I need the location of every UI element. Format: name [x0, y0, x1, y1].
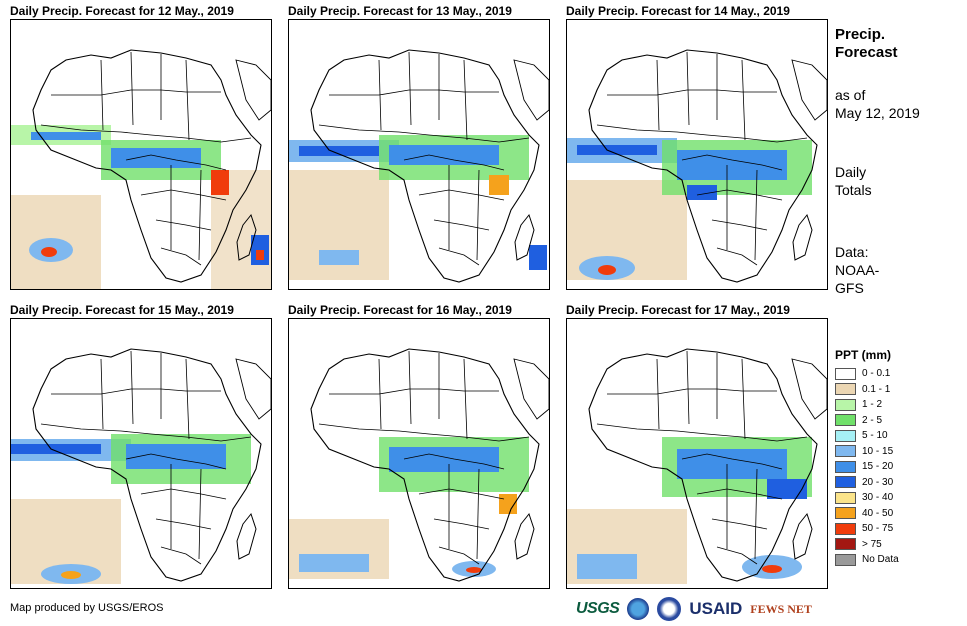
legend-label: 10 - 15	[862, 445, 894, 457]
legend-label: 15 - 20	[862, 461, 894, 473]
legend-label: 20 - 30	[862, 476, 894, 488]
precip-map	[10, 19, 272, 290]
fews-net-logo: FEWS NET	[750, 601, 812, 616]
daily-totals-line2: Totals	[835, 182, 872, 198]
legend-row: 0.1 - 1	[835, 382, 899, 398]
legend-row: 15 - 20	[835, 459, 899, 475]
usaid-logo: USAID	[689, 599, 743, 618]
panel-title: Daily Precip. Forecast for 14 May., 2019	[566, 4, 790, 18]
legend-label: 40 - 50	[862, 507, 894, 519]
panel-13-may: Daily Precip. Forecast for 13 May., 2019	[288, 4, 550, 290]
legend-row: No Data	[835, 552, 899, 568]
legend-row: 10 - 15	[835, 444, 899, 460]
precip-map	[288, 19, 550, 290]
daily-totals-line1: Daily	[835, 164, 867, 180]
side-title-line1: Precip.	[835, 26, 886, 43]
legend-row: 5 - 10	[835, 428, 899, 444]
legend-row: 30 - 40	[835, 490, 899, 506]
panel-title: Daily Precip. Forecast for 16 May., 2019	[288, 303, 512, 317]
dos-seal-logo	[657, 597, 682, 621]
precip-map	[566, 19, 828, 290]
panel-15-may: Daily Precip. Forecast for 15 May., 2019	[10, 303, 272, 589]
as-of-date: as of May 12, 2019	[835, 86, 920, 122]
legend-swatch	[835, 538, 856, 551]
precip-map	[10, 318, 272, 589]
panel-16-may: Daily Precip. Forecast for 16 May., 2019	[288, 303, 550, 589]
agency-logos: USGS USAID FEWS NET	[576, 595, 812, 623]
legend-swatch	[835, 476, 856, 489]
legend-swatch	[835, 553, 856, 566]
legend-label: No Data	[862, 554, 899, 566]
legend-row: 0 - 0.1	[835, 366, 899, 382]
panel-12-may: Daily Precip. Forecast for 12 May., 2019	[10, 4, 272, 290]
legend-row: 20 - 30	[835, 475, 899, 491]
legend-swatch	[835, 507, 856, 520]
legend-swatch	[835, 414, 856, 427]
panel-title: Daily Precip. Forecast for 13 May., 2019	[288, 4, 512, 18]
panel-17-may: Daily Precip. Forecast for 17 May., 2019	[566, 303, 828, 589]
precip-legend: PPT (mm) 0 - 0.1 0.1 - 1 1 - 2 2 - 5 5 - 10 1…	[835, 348, 899, 568]
precip-map	[288, 318, 550, 589]
legend-label: 0.1 - 1	[862, 383, 891, 395]
legend-swatch	[835, 429, 856, 442]
data-source-line1: Data:	[835, 244, 869, 260]
legend-title: PPT (mm)	[835, 348, 892, 362]
legend-rows: 0 - 0.1 0.1 - 1 1 - 2 2 - 5 5 - 10 10 - 15 15 …	[835, 366, 899, 568]
side-title-line2: Forecast	[835, 44, 898, 61]
legend-swatch	[835, 491, 856, 504]
map-credit: Map produced by USGS/EROS	[10, 602, 164, 614]
panel-14-may: Daily Precip. Forecast for 14 May., 2019	[566, 4, 828, 290]
legend-row: 1 - 2	[835, 397, 899, 413]
legend-label: > 75	[862, 538, 882, 550]
legend-label: 50 - 75	[862, 523, 894, 535]
usgs-logo: USGS	[576, 600, 620, 617]
legend-swatch	[835, 398, 856, 411]
legend-label: 5 - 10	[862, 430, 888, 442]
legend-label: 2 - 5	[862, 414, 883, 426]
legend-row: 2 - 5	[835, 413, 899, 429]
side-title: Precip. Forecast	[835, 26, 898, 62]
legend-swatch	[835, 445, 856, 458]
legend-label: 30 - 40	[862, 492, 894, 504]
as-of-line2: May 12, 2019	[835, 105, 920, 121]
legend-row: 50 - 75	[835, 521, 899, 537]
as-of-line1: as of	[835, 87, 866, 103]
daily-totals-note: Daily Totals	[835, 163, 872, 199]
legend-row: > 75	[835, 537, 899, 553]
data-source-note: Data: NOAA- GFS	[835, 243, 879, 297]
noaa-logo	[627, 598, 650, 620]
data-source-line3: GFS	[835, 280, 864, 296]
legend-swatch	[835, 522, 856, 535]
legend-swatch	[835, 383, 856, 396]
data-source-line2: NOAA-	[835, 262, 880, 278]
legend-row: 40 - 50	[835, 506, 899, 522]
panel-title: Daily Precip. Forecast for 17 May., 2019	[566, 303, 790, 317]
legend-swatch	[835, 367, 856, 380]
legend-label: 0 - 0.1	[862, 368, 891, 380]
precip-map	[566, 318, 828, 589]
panel-title: Daily Precip. Forecast for 12 May., 2019	[10, 4, 234, 18]
legend-label: 1 - 2	[862, 399, 883, 411]
panel-title: Daily Precip. Forecast for 15 May., 2019	[10, 303, 234, 317]
legend-swatch	[835, 460, 856, 473]
